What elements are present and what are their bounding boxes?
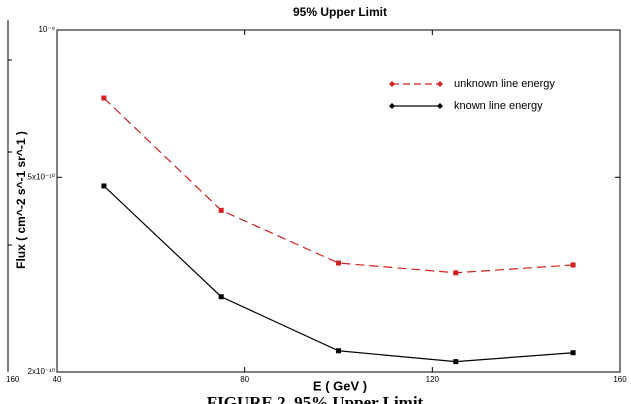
legend-label: unknown line energy <box>454 78 555 90</box>
x-axis-label: E ( GeV ) <box>313 378 367 393</box>
x-tick-label: 80 <box>240 375 249 384</box>
data-point <box>218 294 224 300</box>
x-tick-label: 40 <box>53 375 62 384</box>
series-line <box>103 185 574 363</box>
data-point <box>218 207 224 213</box>
legend-label: known line energy <box>454 100 543 112</box>
chart-title: 95% Upper Limit <box>293 5 387 19</box>
y-tick-label: 2x10⁻¹⁰ <box>28 367 55 376</box>
data-point <box>101 95 107 101</box>
y-axis-label: Flux ( cm^-2 s^-1 sr^-1 ) <box>14 131 28 269</box>
data-point <box>453 270 459 276</box>
data-point <box>453 359 459 365</box>
left-fragment-label: 160 <box>6 375 20 384</box>
caption: FIGURE 2. 95% Upper Limit <box>207 393 424 404</box>
data-point <box>336 260 341 266</box>
legend-marker <box>389 103 395 109</box>
y-tick-label: 5x10⁻¹⁰ <box>28 172 55 181</box>
x-tick-label: 160 <box>613 375 627 384</box>
data-point <box>570 262 576 268</box>
series-line <box>103 97 574 274</box>
plot-frame <box>56 29 621 373</box>
x-tick-label: 120 <box>426 375 440 384</box>
y-tick-label: 10⁻⁹ <box>38 25 55 34</box>
legend-marker <box>437 81 443 87</box>
legend-marker <box>389 81 395 87</box>
legend-marker <box>437 103 443 109</box>
data-point <box>101 183 107 189</box>
data-point <box>570 350 576 356</box>
data-point <box>336 348 341 354</box>
